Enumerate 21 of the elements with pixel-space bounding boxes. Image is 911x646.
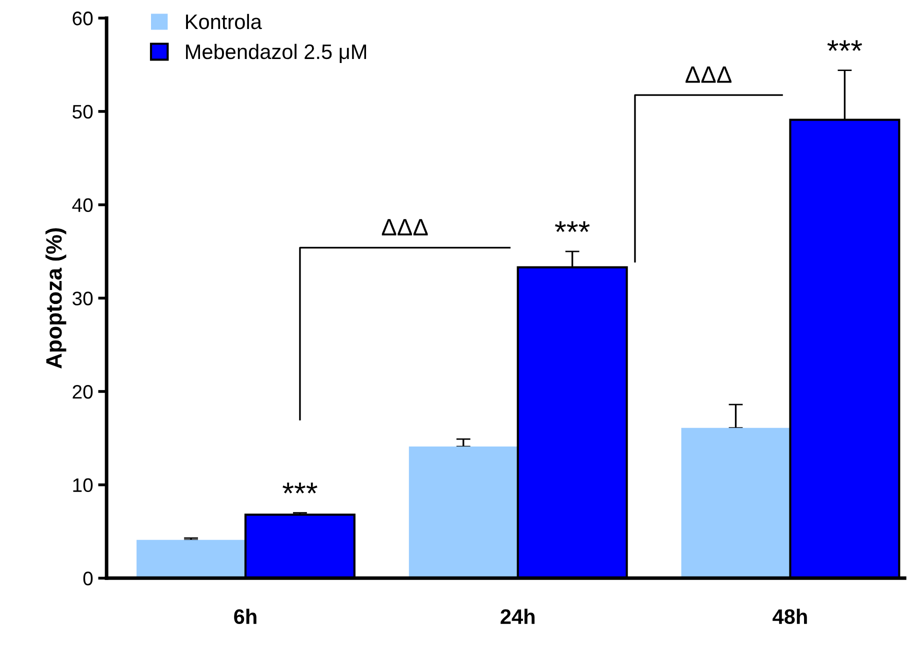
legend-label: Kontrola [186,14,262,30]
x-tick-label: 6h [234,608,256,624]
bar [681,428,790,578]
bar [136,540,246,578]
y-tick-label: 30 [72,292,93,306]
y-tick-label: 50 [72,104,93,119]
y-tick-label: 40 [72,198,93,212]
y-axis-title: Apoptoza (%) [45,228,66,369]
x-tick-label: 24h [500,608,535,624]
annotation: *** [554,221,590,232]
annotation: ΔΔΔ [382,219,428,236]
y-tick-label: 10 [73,478,93,492]
bar [408,446,518,578]
y-tick-label: 60 [72,12,93,26]
annotation: *** [282,482,318,494]
annotation: ΔΔΔ [686,66,732,83]
y-tick-label: 0 [83,572,93,586]
y-tick-label: 20 [72,384,93,399]
legend-label: Mebendazol 2.5 μM [186,44,366,63]
x-tick-label: 48h [772,608,807,624]
annotation: *** [827,40,862,51]
